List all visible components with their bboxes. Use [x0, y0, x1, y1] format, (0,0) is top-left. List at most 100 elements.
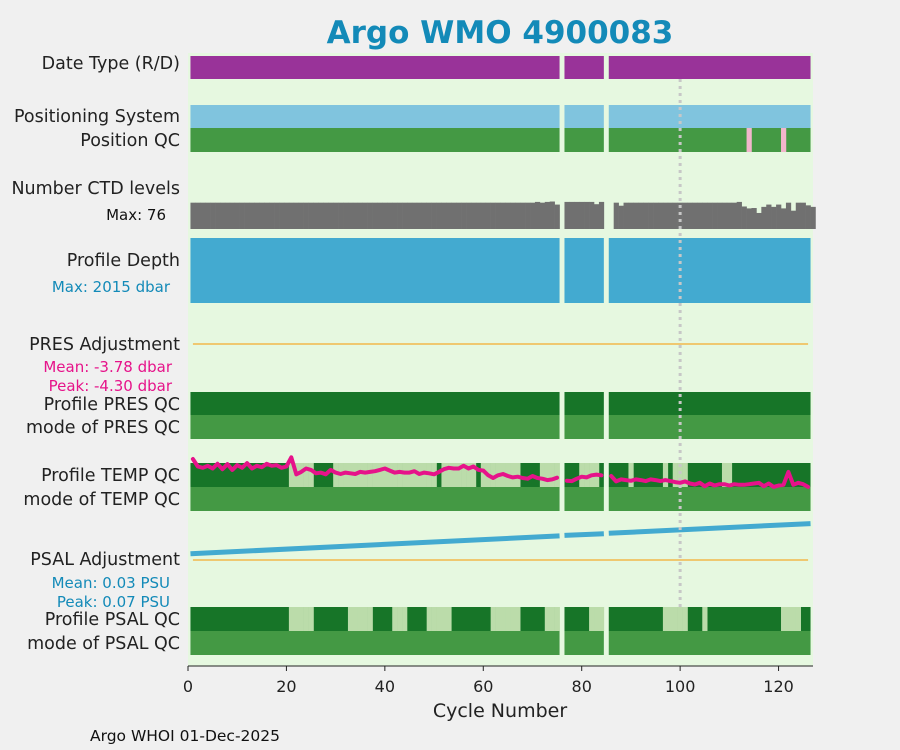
ctd-level-bar-58: [470, 202, 477, 229]
x-axis-label: Cycle Number: [433, 700, 567, 722]
x-tick-label-100: 100: [665, 677, 696, 696]
temp-qc-light-cycle-54: [451, 463, 457, 487]
ctd-level-bar-79: [574, 201, 580, 229]
temp-qc-light-cycle-75: [554, 463, 560, 487]
psal-adjustment-ramp-0: [190, 533, 560, 557]
ctd-level-bar-44: [402, 202, 408, 229]
temp-qc-light-cycle-23: [298, 463, 304, 487]
ctd-level-bar-15: [259, 202, 265, 229]
ctd-level-bar-48: [421, 202, 427, 229]
psal-qc-light-cycle-23: [298, 607, 304, 631]
pres-mode-bar-segment-0: [190, 415, 560, 439]
psal-mode-bar-segment-1: [564, 631, 604, 655]
label-mode-temp-qc: mode of TEMP QC: [23, 490, 180, 510]
plot-area: [188, 53, 813, 666]
ctd-level-bar-68: [520, 202, 526, 229]
psal-qc-light-cycle-36: [362, 607, 368, 631]
psal-qc-light-cycle-74: [549, 607, 555, 631]
ctd-level-bar-30: [333, 202, 339, 229]
psal-adjustment-ramp-1: [564, 531, 604, 538]
ctd-level-bar-93: [643, 202, 649, 229]
ctd-level-bar-95: [653, 202, 659, 229]
label-number-ctd-levels: Number CTD levels: [11, 179, 180, 199]
psal-qc-light-cycle-21: [288, 607, 295, 631]
psal-qc-light-cycle-53: [446, 607, 452, 631]
ctd-level-bar-69: [525, 202, 531, 229]
psal-qc-light-cycle-124: [795, 607, 801, 631]
positioning-bar-segment-1: [564, 105, 604, 128]
ctd-level-bar-47: [416, 202, 423, 229]
ctd-level-bar-123: [790, 210, 797, 229]
ctd-level-bar-60: [480, 202, 487, 229]
position-qc-bad-cycle-121: [781, 128, 787, 152]
temp-qc-light-cycle-44: [402, 463, 408, 487]
temp-qc-light-cycle-24: [303, 463, 309, 487]
label-pres-adjustment: PRES Adjustment: [29, 335, 180, 355]
profile-depth-bar-segment-0: [190, 238, 560, 303]
ctd-level-bar-52: [441, 202, 447, 229]
label-mode-psal-qc: mode of PSAL QC: [27, 634, 180, 654]
ctd-level-bar-64: [500, 202, 506, 229]
psal-qc-light-cycle-44: [402, 607, 408, 631]
psal-qc-light-cycle-67: [515, 607, 521, 631]
label-psal-adjustment: PSAL Adjustment: [30, 550, 180, 570]
psal-mode-bar-segment-2: [608, 631, 811, 655]
ctd-level-bar-24: [303, 202, 309, 229]
temp-qc-light-cycle-53: [446, 463, 452, 487]
temp-series-line: [190, 455, 811, 489]
ctd-level-bar-53: [446, 202, 452, 229]
ctd-level-bar-97: [662, 202, 669, 229]
ctd-level-bar-100: [677, 202, 683, 229]
ctd-level-bar-21: [288, 202, 295, 229]
ctd-level-bar-67: [515, 202, 521, 229]
psal-qc-light-cycle-33: [347, 607, 354, 631]
ctd-level-bar-89: [623, 202, 629, 229]
ctd-level-bar-118: [766, 204, 772, 229]
temp-qc-light-cycle-73: [544, 463, 551, 487]
date-type-bar-segment-0: [190, 56, 560, 79]
ctd-level-bar-90: [628, 202, 634, 229]
ctd-level-bar-115: [751, 208, 757, 229]
temp-mode-bar-segment-0: [190, 487, 560, 511]
ctd-level-bar-70: [530, 202, 536, 229]
x-tick-label-60: 60: [473, 677, 493, 696]
date-type-bar-segment-1: [564, 56, 604, 79]
psal-qc-light-cycle-84: [598, 607, 605, 631]
psal-qc-light-cycle-83: [594, 607, 600, 631]
label-depth-max: Max: 2015 dbar: [52, 278, 171, 296]
ctd-level-bar-62: [490, 202, 496, 229]
temp-qc-light-cycle-52: [441, 463, 447, 487]
ctd-level-bar-35: [357, 202, 364, 229]
temp-qc-light-cycle-60: [480, 463, 487, 487]
ctd-level-bar-82: [589, 201, 595, 229]
ctd-level-bar-81: [584, 201, 590, 229]
ctd-level-bar-74: [549, 201, 555, 229]
ctd-level-bar-46: [411, 202, 418, 229]
ctd-level-bar-80: [579, 201, 585, 229]
ctd-level-bar-16: [264, 202, 270, 229]
psal-qc-light-cycle-121: [781, 607, 787, 631]
ctd-level-bar-17: [269, 202, 275, 229]
ctd-level-bar-92: [638, 202, 644, 229]
temp-qc-light-cycle-74: [549, 463, 555, 487]
psal-qc-light-cycle-66: [510, 607, 516, 631]
ctd-level-bar-113: [741, 206, 747, 229]
x-tick-label-120: 120: [763, 677, 794, 696]
psal-qc-light-cycle-43: [397, 607, 403, 631]
ctd-level-bar-4: [205, 202, 211, 229]
temp-qc-light-cycle-36: [362, 463, 368, 487]
ctd-level-bar-3: [200, 202, 206, 229]
ctd-level-bar-32: [343, 202, 349, 229]
ctd-level-bar-26: [313, 202, 319, 229]
temp-qc-light-cycle-72: [539, 463, 546, 487]
x-tick-label-80: 80: [572, 677, 592, 696]
ctd-level-bar-117: [761, 206, 767, 229]
temp-mode-bar-segment-1: [564, 487, 604, 511]
temp-qc-light-cycle-25: [308, 463, 314, 487]
temp-qc-light-cycle-37: [367, 463, 373, 487]
temp-qc-light-cycle-43: [397, 463, 403, 487]
ctd-level-bar-111: [731, 202, 738, 229]
temp-qc-light-cycle-90: [628, 463, 634, 487]
temp-qc-light-cycle-45: [406, 463, 413, 487]
ctd-level-bar-41: [387, 202, 393, 229]
